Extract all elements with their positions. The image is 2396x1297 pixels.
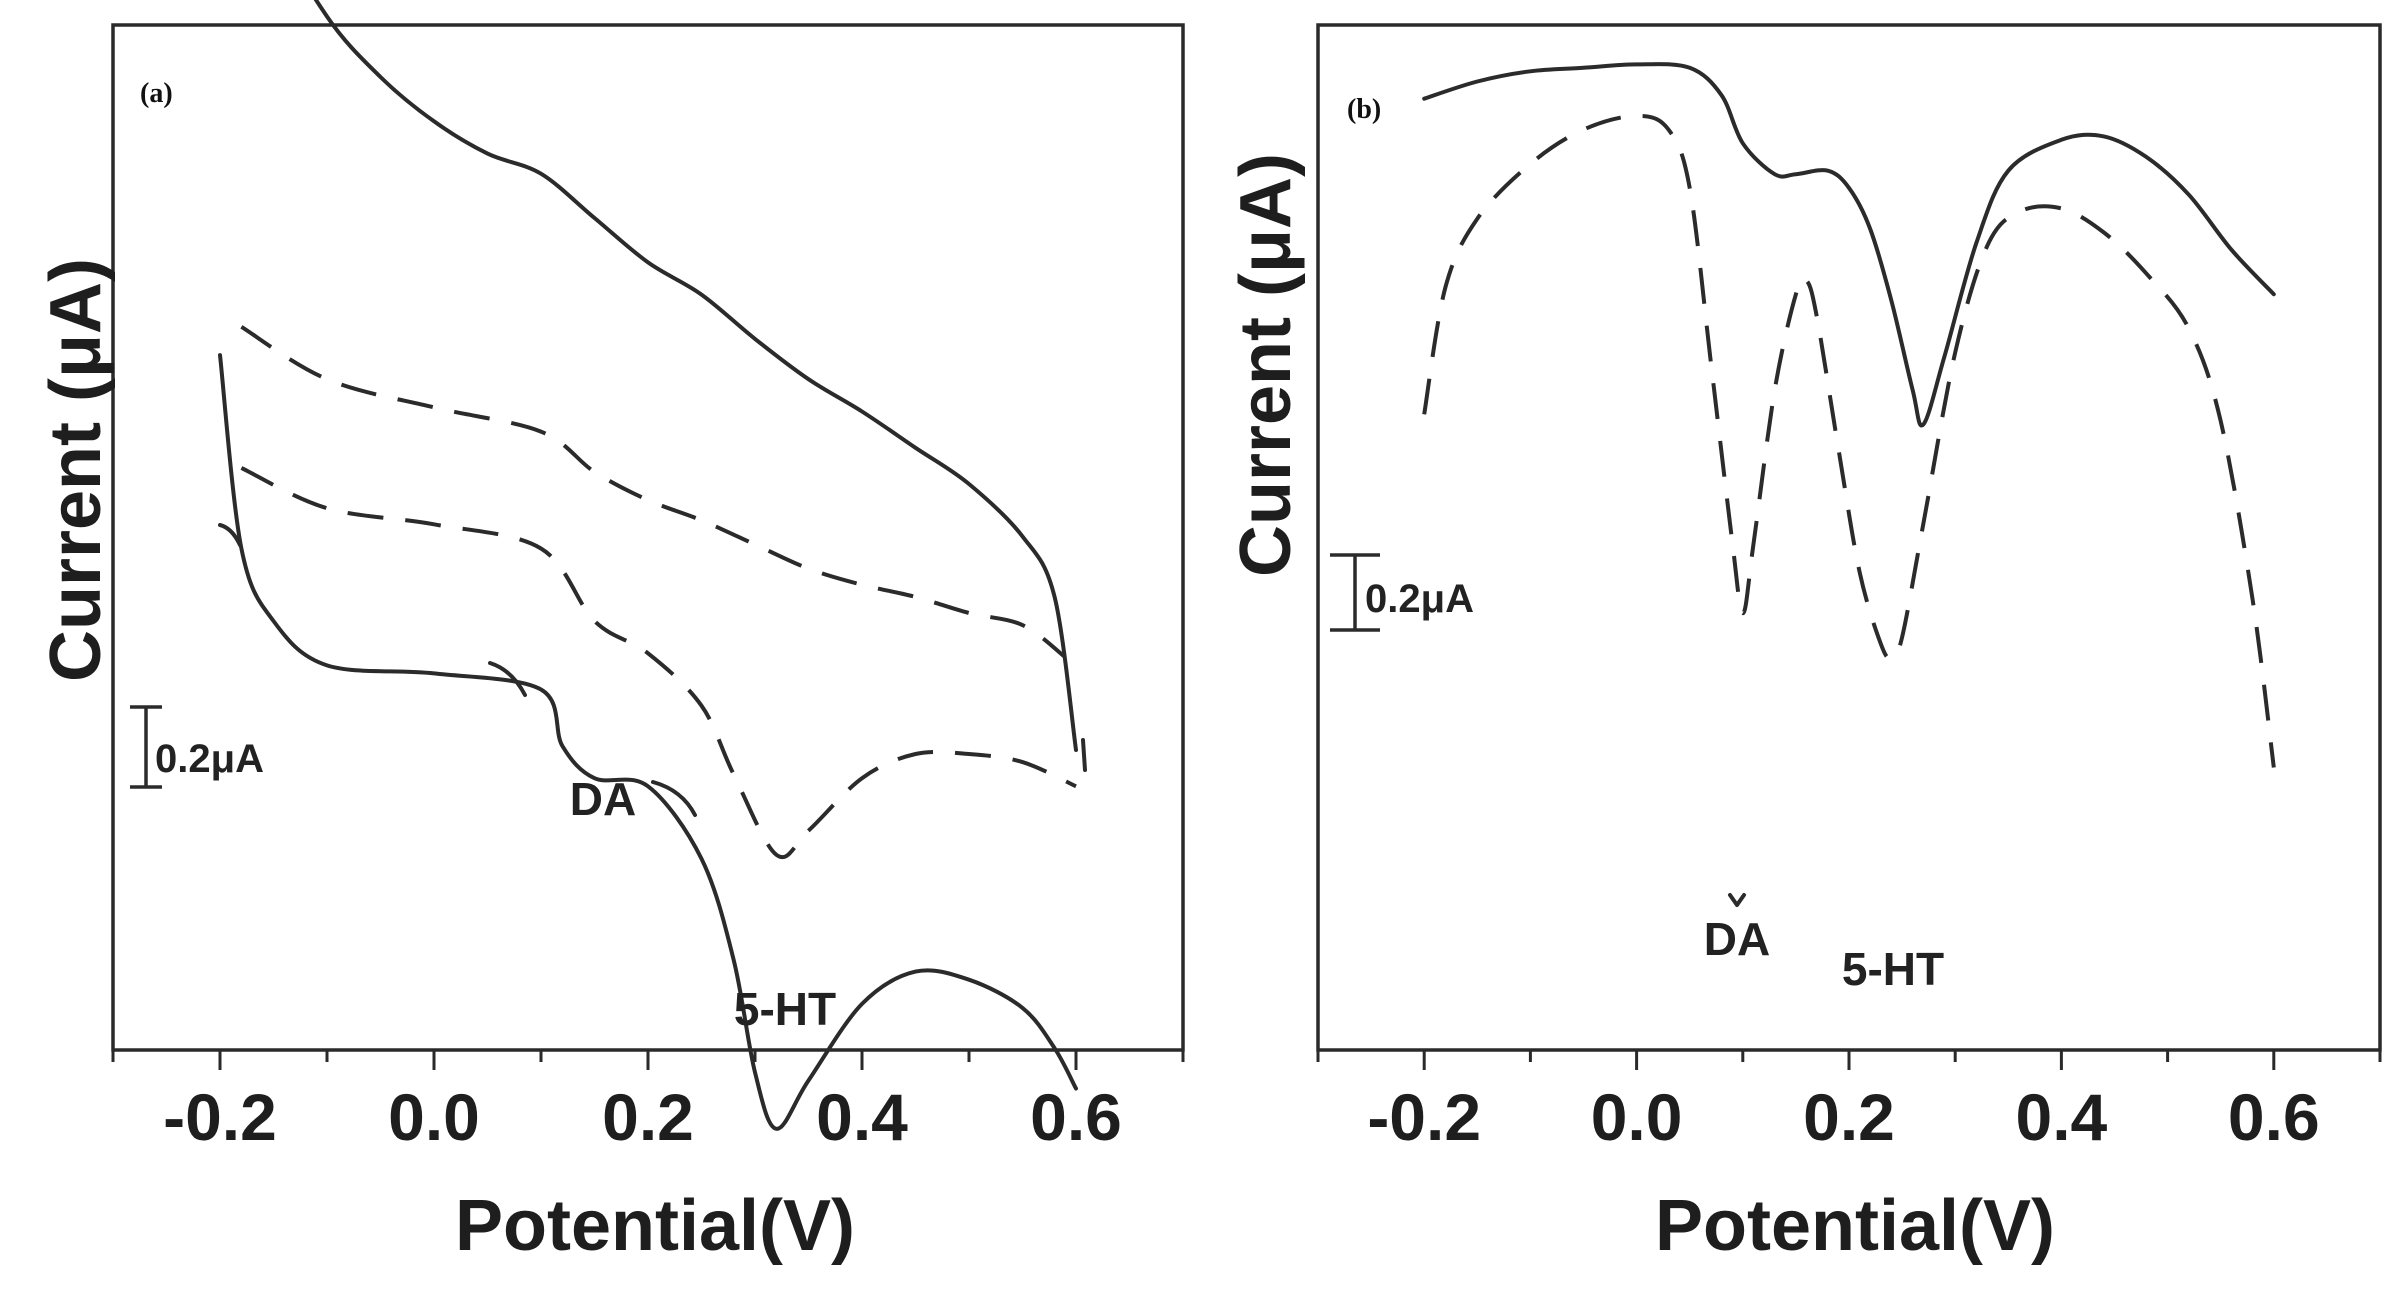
panel-b: (b) Potential(V) Current (μA) 0.2μA -0.2…: [1226, 23, 2382, 1266]
series-line-a-4-solid: [218, 353, 1078, 1131]
plot-frame-b: [1316, 23, 2382, 1052]
x-ticks-a: -0.2 0.0 0.2 0.4 0.6: [111, 1050, 1185, 1154]
broken-arc-left-a: [218, 523, 242, 547]
x-tick-label: 0.2: [602, 1080, 694, 1154]
x-tick-label: 0.4: [2016, 1080, 2108, 1154]
x-tick-label: 0.0: [388, 1080, 480, 1154]
panel-a: (a) Potential(V) Current (μA) 0.2μA -0.2…: [36, 0, 1185, 1266]
series-line-a-3-dashed: [240, 466, 1077, 859]
scale-bar-b: 0.2μA: [1330, 553, 1474, 632]
x-axis-title-b: Potential(V): [1655, 1186, 2055, 1266]
x-ticks-b: -0.2 0.0 0.2 0.4 0.6: [1316, 1050, 2382, 1154]
x-tick-label: -0.2: [1367, 1080, 1481, 1154]
broken-arc-5ht-a: [651, 780, 697, 817]
broken-arc-right-a: [1081, 738, 1087, 772]
x-tick-label: 0.2: [1803, 1080, 1895, 1154]
series-line-b-2-dashed: [1422, 113, 2276, 768]
scale-bar-a: 0.2μA: [130, 705, 264, 789]
annotation-5ht-a: 5-HT: [734, 983, 836, 1035]
y-axis-title-b: Current (μA): [1226, 153, 1306, 577]
series-line-b-1-solid: [1422, 62, 2276, 428]
series-line-a-2-dashed: [240, 325, 1067, 659]
series-group-a: [218, 0, 1078, 1131]
broken-arc-da-a: [488, 661, 527, 697]
scale-bar-line-b: [1330, 553, 1380, 632]
x-tick-label: 0.6: [2228, 1080, 2320, 1154]
series-group-b: [1422, 62, 2276, 907]
scale-bar-label-b: 0.2μA: [1365, 577, 1474, 621]
broken-arcs-a: [218, 523, 1087, 817]
scale-bar-label-a: 0.2μA: [155, 737, 264, 781]
panel-label-a: (a): [140, 78, 173, 109]
x-tick-label: 0.0: [1591, 1080, 1683, 1154]
annotation-5ht-b: 5-HT: [1842, 943, 1944, 995]
x-tick-label: -0.2: [163, 1080, 277, 1154]
scale-bar-line-a: [130, 705, 162, 789]
annotations-a: DA 5-HT: [570, 773, 836, 1035]
y-axis-title-a: Current (μA): [36, 258, 116, 682]
x-tick-label: 0.4: [816, 1080, 908, 1154]
series-line-a-1-solid: [313, 0, 1078, 752]
x-axis-title-a: Potential(V): [455, 1186, 855, 1266]
annotation-da-a: DA: [570, 773, 636, 825]
annotation-da-b: DA: [1704, 913, 1770, 965]
da-arrow-mark: [1728, 893, 1746, 907]
panel-label-b: (b): [1347, 94, 1381, 125]
annotations-b: DA 5-HT: [1704, 913, 1944, 995]
x-tick-label: 0.6: [1030, 1080, 1122, 1154]
